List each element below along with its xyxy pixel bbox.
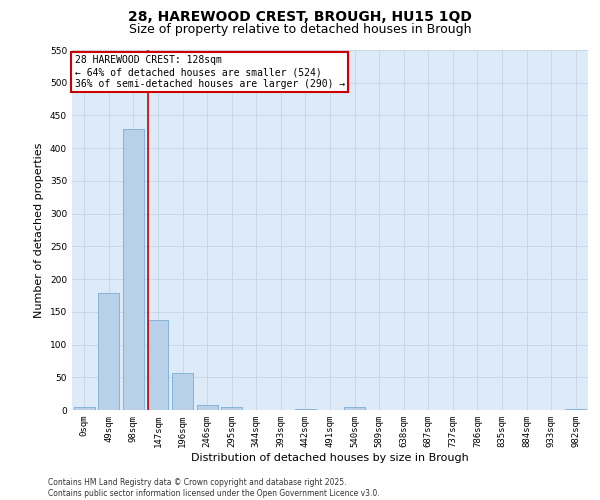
Bar [295,408,316,410]
Bar [565,408,586,410]
Bar [344,408,365,410]
Bar [197,405,218,410]
Bar [98,294,119,410]
Bar [123,128,144,410]
Bar [172,372,193,410]
Text: 28 HAREWOOD CREST: 128sqm
← 64% of detached houses are smaller (524)
36% of semi: 28 HAREWOOD CREST: 128sqm ← 64% of detac… [74,56,345,88]
Y-axis label: Number of detached properties: Number of detached properties [34,142,44,318]
Text: Size of property relative to detached houses in Brough: Size of property relative to detached ho… [129,22,471,36]
Bar [74,406,95,410]
Text: 28, HAREWOOD CREST, BROUGH, HU15 1QD: 28, HAREWOOD CREST, BROUGH, HU15 1QD [128,10,472,24]
Bar [148,320,169,410]
Text: Contains HM Land Registry data © Crown copyright and database right 2025.
Contai: Contains HM Land Registry data © Crown c… [48,478,380,498]
X-axis label: Distribution of detached houses by size in Brough: Distribution of detached houses by size … [191,452,469,462]
Bar [221,406,242,410]
